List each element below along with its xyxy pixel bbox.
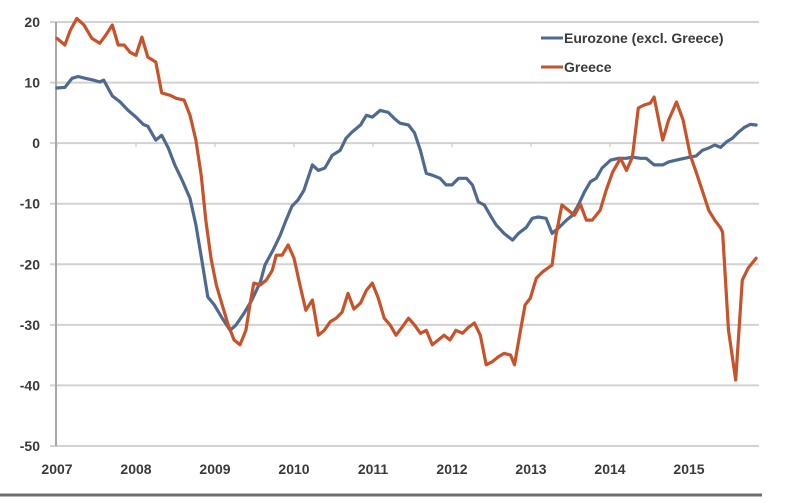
x-tick-label: 2008 [120, 461, 151, 477]
x-tick-label: 2014 [594, 461, 625, 477]
y-tick-label: -40 [20, 377, 40, 393]
x-axis-tick-labels: 2007 2008 2009 2010 2011 2012 2013 2014 2015 [41, 461, 704, 477]
y-tick-label: -30 [20, 317, 40, 333]
y-tick-label: 0 [32, 135, 40, 151]
x-tick-label: 2009 [199, 461, 230, 477]
x-tick-label: 2010 [278, 461, 309, 477]
legend-label-eurozone: Eurozone (excl. Greece) [564, 30, 724, 46]
x-tick-label: 2015 [673, 461, 704, 477]
gridlines [50, 21, 759, 447]
series-line-greece [55, 16, 758, 382]
series-line-eurozone [55, 74, 758, 332]
x-tick-label: 2007 [41, 461, 72, 477]
y-tick-label: 20 [24, 14, 40, 30]
y-axis-tick-labels: 20 10 0 -10 -20 -30 -40 -50 [20, 14, 40, 454]
y-tick-label: -10 [20, 196, 40, 212]
x-tick-label: 2012 [436, 461, 467, 477]
legend-label-greece: Greece [564, 59, 612, 75]
x-tick-label: 2013 [515, 461, 546, 477]
y-tick-label: -20 [20, 256, 40, 272]
y-tick-label: -50 [20, 438, 40, 454]
series-lines [55, 16, 758, 382]
x-tick-label: 2011 [358, 461, 389, 477]
y-tick-label: 10 [24, 75, 40, 91]
legend: Eurozone (excl. Greece) Greece [541, 30, 724, 75]
